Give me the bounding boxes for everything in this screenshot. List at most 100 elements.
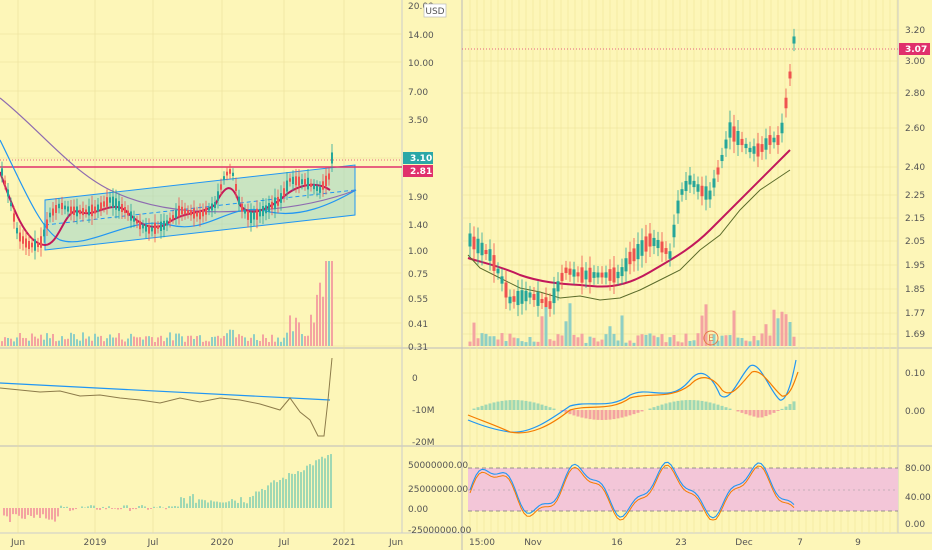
left-ad-axis[interactable]: 50000000.00 25000000.00 0.00 -25000000.00 — [408, 461, 472, 536]
time-tick-label: 2019 — [84, 538, 107, 548]
candle-body — [500, 276, 504, 284]
ad-bar — [207, 502, 209, 508]
right-price-axis[interactable]: 3.20 3.00 2.80 2.60 2.40 2.25 2.15 2.05 1.95 1.85… — [905, 26, 925, 340]
volume-bar — [624, 342, 628, 346]
ad-bar — [168, 506, 170, 508]
candle-body — [724, 139, 728, 149]
volume-bar — [307, 335, 309, 346]
candle-body — [64, 205, 66, 210]
macd-bar — [684, 400, 688, 410]
obv-trendline[interactable] — [0, 382, 331, 401]
volume-bar — [34, 336, 36, 346]
left-price-axis[interactable]: 20.00 14.00 10.00 7.00 3.50 1.90 1.40 1.00 0.75 0… — [408, 2, 434, 353]
candle-body — [181, 206, 183, 215]
price-tick-label: 14.00 — [408, 31, 434, 41]
volume-bar — [472, 322, 476, 346]
left-time-axis[interactable]: Jun 2019 Jul 2020 Jul 2021 Jun — [10, 538, 403, 548]
right-price-tag-3-07: 3.07 — [899, 43, 930, 55]
volume-bar — [121, 339, 123, 346]
volume-bar — [262, 334, 264, 346]
ad-bar — [144, 506, 146, 508]
candle-body — [580, 267, 584, 283]
stochastic-tick-label: 80.00 — [905, 464, 931, 474]
candle-body — [604, 272, 608, 278]
price-tag-background — [403, 165, 433, 177]
volume-bar — [760, 333, 764, 346]
ad-bar — [249, 497, 251, 508]
volume-bar — [73, 334, 75, 346]
candle-body — [472, 236, 476, 250]
candle-body — [94, 206, 96, 214]
volume-bar — [157, 337, 159, 346]
volume-bar — [736, 337, 740, 346]
macd-bar — [652, 407, 656, 410]
candle-body — [608, 269, 612, 281]
macd-bar — [740, 410, 744, 413]
candle-body — [70, 206, 72, 214]
candle-body — [40, 236, 42, 248]
candle-body — [780, 122, 784, 134]
candle-body — [244, 209, 246, 214]
volume-bar — [211, 337, 213, 346]
candle-body — [688, 175, 692, 185]
candle-body — [67, 206, 69, 212]
candle-body — [28, 240, 30, 250]
ad-bar — [198, 499, 200, 508]
price-tag-background — [403, 152, 433, 164]
ad-bar — [75, 508, 77, 510]
right-stochastic-axis[interactable]: 80.00 40.00 0.00 — [905, 464, 931, 530]
volume-bar — [64, 339, 66, 346]
macd-bar — [636, 410, 640, 413]
candle-body — [512, 296, 516, 302]
volume-bar — [552, 340, 556, 346]
ad-bar — [42, 508, 44, 515]
ad-bar — [210, 500, 212, 508]
macd-tick-label: 0.10 — [905, 369, 925, 379]
candle-body — [256, 208, 258, 220]
currency-badge[interactable] — [423, 3, 447, 18]
time-tick-label: Dec — [735, 538, 752, 548]
right-macd-axis[interactable]: 0.10 0.00 — [905, 369, 925, 417]
volume-bar — [178, 333, 180, 346]
candle-body — [704, 186, 708, 200]
left-obv-axis[interactable]: 0 -10M -20M — [412, 374, 434, 448]
macd-bar — [756, 410, 760, 418]
volume-bar — [241, 335, 243, 346]
ad-bar — [225, 502, 227, 508]
macd-bar — [608, 410, 612, 420]
ad-bar — [120, 508, 122, 510]
candle-body — [169, 217, 171, 223]
candle-body — [271, 201, 273, 209]
ad-bar — [315, 460, 317, 508]
short-moving-average — [0, 171, 331, 247]
candle-body — [532, 294, 536, 300]
macd-bar — [480, 405, 484, 410]
right-time-axis[interactable]: 15:00 Nov 16 23 Dec 7 9 — [469, 538, 861, 548]
stochastic-k-line — [469, 461, 795, 519]
volume-bar — [124, 341, 126, 346]
macd-bar — [628, 410, 632, 416]
candle-body — [792, 36, 796, 44]
ad-bar — [51, 508, 53, 520]
time-tick-label: 7 — [797, 538, 803, 548]
candle-body — [46, 219, 48, 229]
candle-body — [560, 272, 564, 282]
volume-bar — [238, 334, 240, 346]
price-tag-text: 2.81 — [410, 167, 432, 177]
volume-bar — [644, 334, 648, 346]
macd-bar — [600, 410, 604, 420]
volume-bar — [716, 340, 720, 346]
candle-body — [88, 206, 90, 216]
volume-bar — [235, 337, 237, 346]
stochastic-tick-label: 40.00 — [905, 493, 931, 503]
ad-bar — [180, 497, 182, 508]
volume-bar — [784, 314, 788, 346]
price-tick-label: 1.85 — [905, 285, 925, 295]
macd-bar — [728, 408, 732, 410]
volume-bar — [187, 335, 189, 346]
volume-bar — [476, 338, 480, 346]
price-tick-label: 3.50 — [408, 116, 428, 126]
volume-bar — [58, 340, 60, 346]
earnings-marker-icon[interactable] — [703, 330, 719, 346]
